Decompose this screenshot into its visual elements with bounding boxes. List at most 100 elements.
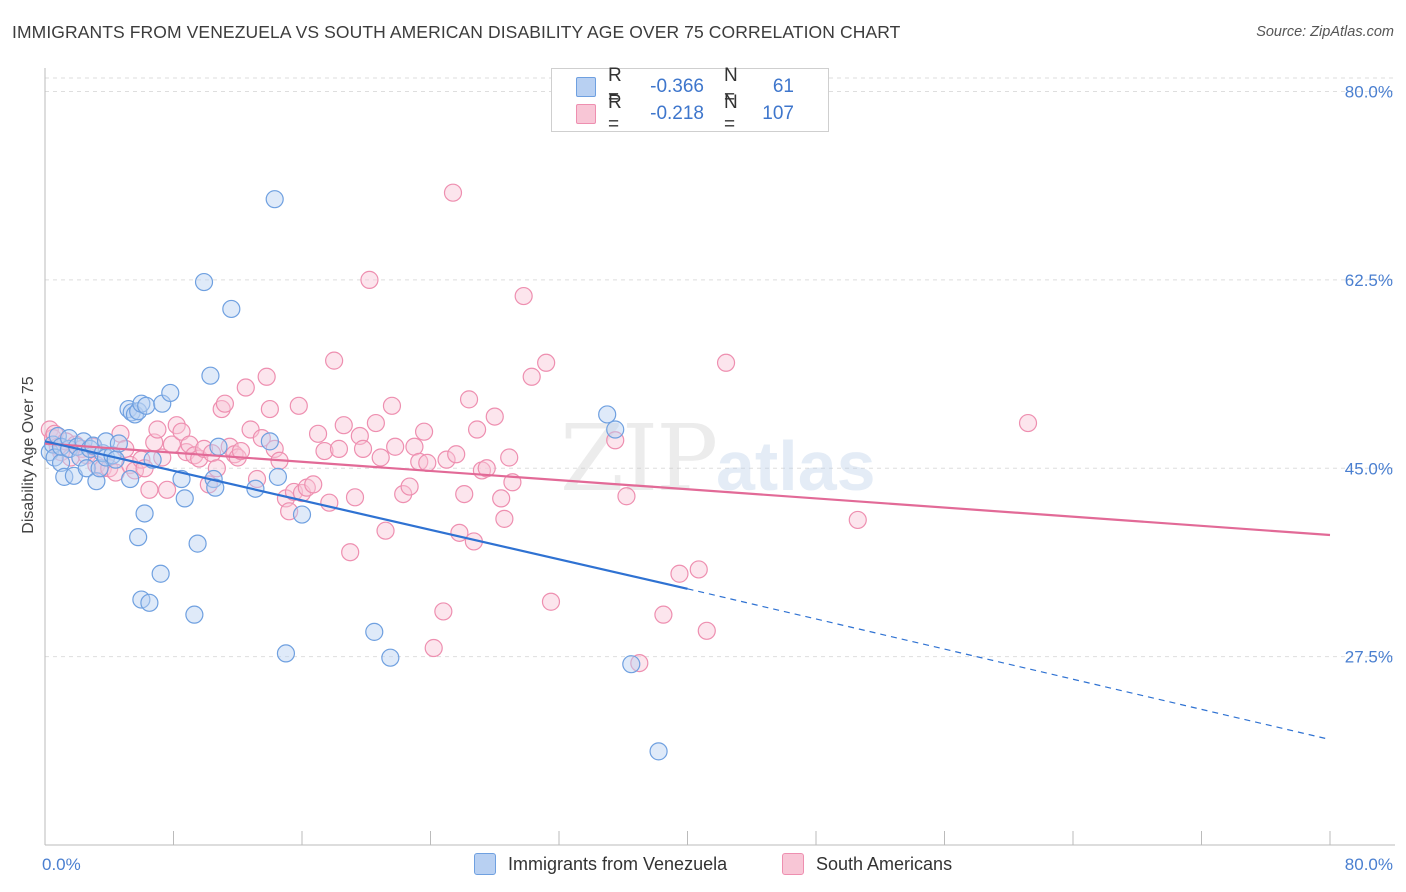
south-americans-point xyxy=(459,390,479,409)
south-americans-point xyxy=(537,353,556,372)
y-tick-label: 27.5% xyxy=(1345,648,1393,667)
south-americans-point xyxy=(329,439,349,458)
south-americans-point xyxy=(522,367,541,386)
y-tick-label: 62.5% xyxy=(1345,271,1393,290)
south-americans-point xyxy=(492,489,511,508)
legend-swatch-blue xyxy=(576,77,596,97)
south-americans-point xyxy=(689,560,708,579)
legend: R = -0.366 N = 61 R = -0.218 N = 107 xyxy=(551,65,829,135)
venezuela-point xyxy=(209,437,228,456)
bottom-legend-label-south-americans: South Americans xyxy=(816,853,953,874)
bottom-legend-south-americans: South Americans xyxy=(782,852,952,876)
legend-r-label: R = xyxy=(608,65,622,108)
south-americans-point xyxy=(334,416,353,435)
x-tick-labels: 0.0% 80.0% xyxy=(42,855,1393,874)
x-tick-label-max: 80.0% xyxy=(1345,855,1393,874)
y-axis-label: Disability Age Over 75 xyxy=(20,376,37,534)
south-americans-point xyxy=(437,450,456,469)
south-americans-point xyxy=(394,484,413,504)
source-label: Source: ZipAtlas.com xyxy=(1256,24,1394,40)
south-americans-point xyxy=(308,424,328,443)
legend-n-label: N = xyxy=(724,65,738,108)
venezuela-point xyxy=(222,299,241,319)
legend-swatch-pink xyxy=(576,104,596,124)
venezuela-point xyxy=(292,505,312,524)
axes xyxy=(44,68,1395,846)
x-tick-label-min: 0.0% xyxy=(42,855,81,874)
south-americans-point xyxy=(289,396,308,415)
legend-n-label: N = xyxy=(724,92,738,135)
bottom-legend-swatch-blue xyxy=(474,853,496,875)
south-americans-point xyxy=(414,422,434,441)
south-americans-point xyxy=(157,480,177,499)
south-americans-point xyxy=(467,420,487,439)
south-americans-point xyxy=(345,488,365,507)
venezuela-point xyxy=(185,605,204,624)
venezuela-point xyxy=(598,405,617,424)
chart-title: IMMIGRANTS FROM VENEZUELA VS SOUTH AMERI… xyxy=(12,22,901,42)
trend-lines xyxy=(44,440,1331,741)
venezuela-point xyxy=(121,469,140,489)
south-americans-point xyxy=(371,448,390,467)
south-americans-point xyxy=(341,543,360,562)
venezuela-point xyxy=(201,366,220,385)
venezuela-point xyxy=(151,564,170,583)
venezuela-trend-line xyxy=(44,440,688,590)
south-americans-point xyxy=(716,353,736,372)
venezuela-point xyxy=(260,432,279,451)
south-americans-point xyxy=(386,437,405,456)
south-americans-point xyxy=(654,605,673,624)
south-americans-point xyxy=(617,487,636,506)
south-americans-point xyxy=(447,445,466,464)
south-americans-point xyxy=(848,510,867,530)
south-americans-point xyxy=(325,351,344,370)
south-americans-point xyxy=(231,441,251,461)
venezuela-point xyxy=(622,655,641,674)
venezuela-point xyxy=(276,644,296,663)
legend-row-south-americans: R = -0.218 N = 107 xyxy=(576,92,794,135)
legend-n-value: 107 xyxy=(762,103,794,124)
south-americans-point xyxy=(172,422,191,441)
y-tick-labels: 27.5% 45.0% 62.5% 80.0% xyxy=(1345,83,1393,667)
venezuela-point xyxy=(51,453,71,472)
venezuela-point xyxy=(649,742,668,761)
south-americans-point xyxy=(360,270,379,289)
venezuela-point xyxy=(129,528,148,547)
y-tick-label: 80.0% xyxy=(1345,83,1393,102)
south-americans-point xyxy=(257,367,276,386)
svg-text:atlas: atlas xyxy=(716,427,876,505)
legend-r-label: R = xyxy=(608,92,622,135)
legend-r-value: -0.366 xyxy=(650,76,704,97)
bottom-legend-label-venezuela: Immigrants from Venezuela xyxy=(508,853,728,874)
y-tick-label: 45.0% xyxy=(1345,459,1393,478)
venezuela-point xyxy=(188,534,207,553)
legend-r-value: -0.218 xyxy=(650,103,704,124)
south-americans-point xyxy=(477,459,496,478)
south-americans-point xyxy=(697,621,716,640)
south-americans-point xyxy=(148,420,167,439)
south-americans-point xyxy=(495,509,514,528)
south-americans-point xyxy=(434,602,453,621)
south-americans-point xyxy=(405,437,424,456)
south-americans-point xyxy=(418,453,437,472)
south-americans-point xyxy=(260,399,279,419)
south-americans-point xyxy=(304,475,323,494)
venezuela-point xyxy=(90,459,109,478)
south-americans-point xyxy=(514,286,533,306)
venezuela-point xyxy=(135,504,154,523)
south-americans-point xyxy=(541,592,561,611)
venezuela-point xyxy=(265,190,284,209)
south-americans-point xyxy=(382,396,402,415)
south-americans-point xyxy=(485,407,504,426)
venezuela-point xyxy=(268,467,288,486)
venezuela-point xyxy=(206,478,225,497)
venezuela-point xyxy=(137,396,156,415)
venezuela-point xyxy=(606,420,625,439)
south-americans-point xyxy=(207,459,226,478)
south-americans-point xyxy=(1018,413,1038,433)
south-americans-point xyxy=(212,399,231,419)
south-americans-point xyxy=(236,378,255,397)
legend-n-value: 61 xyxy=(772,76,794,97)
venezuela-point xyxy=(175,489,194,508)
